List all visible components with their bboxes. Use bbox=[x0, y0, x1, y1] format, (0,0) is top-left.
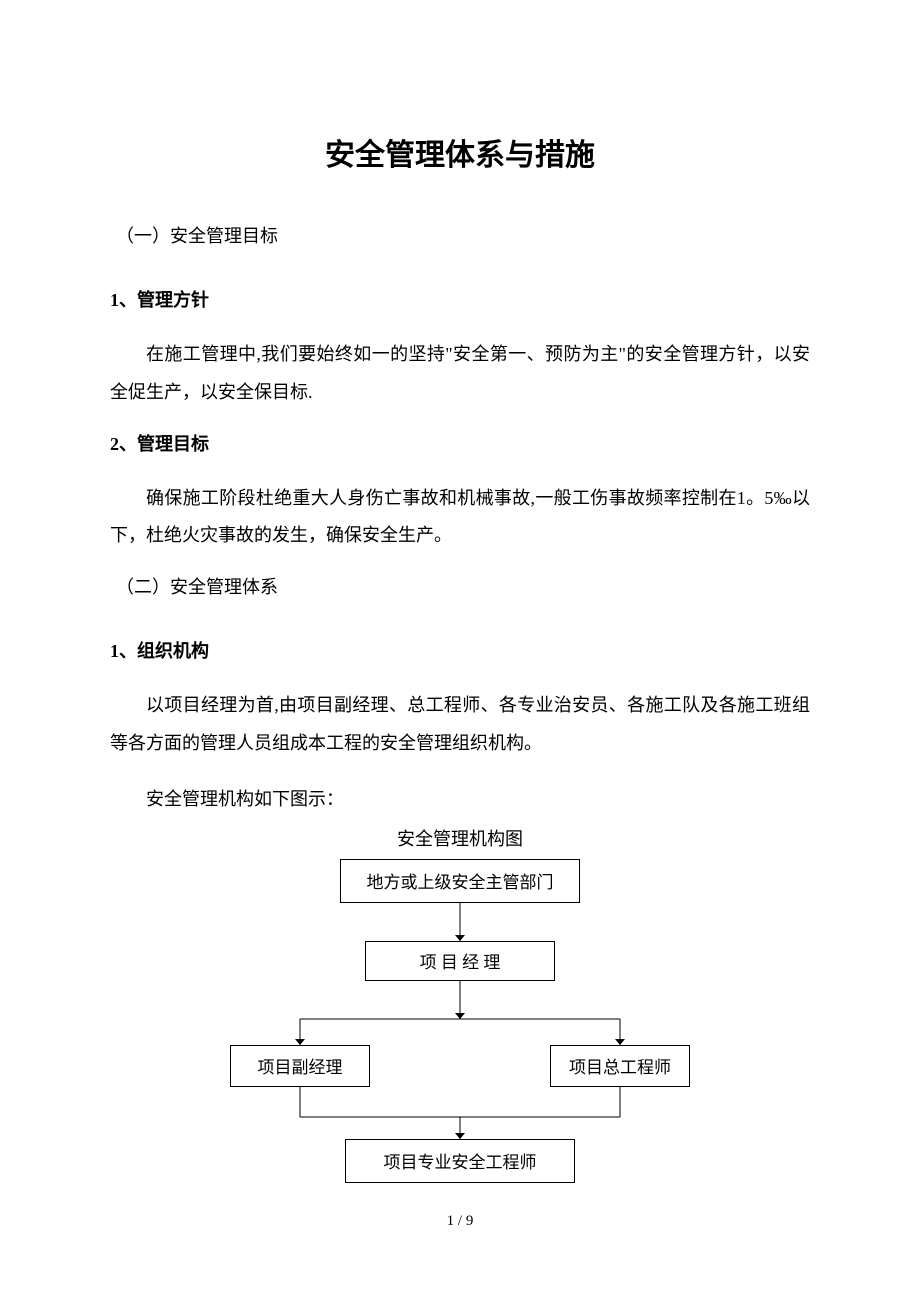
flowchart-node-se: 项目专业安全工程师 bbox=[345, 1139, 575, 1183]
subsection-1-1-heading: 1、管理方针 bbox=[110, 286, 810, 312]
subsection-2-1-heading: 1、组织机构 bbox=[110, 637, 810, 663]
page-title: 安全管理体系与措施 bbox=[110, 130, 810, 174]
document-page: 安全管理体系与措施 （一）安全管理目标 1、管理方针 在施工管理中,我们要始终如… bbox=[0, 0, 920, 1302]
subsection-2-1-body1: 以项目经理为首,由项目副经理、总工程师、各专业治安员、各施工队及各施工班组等各方… bbox=[110, 687, 810, 763]
page-footer: 1 / 9 bbox=[0, 1213, 920, 1230]
org-flowchart: 地方或上级安全主管部门项 目 经 理项目副经理 项目总工程师项目专业安全工程师 bbox=[200, 859, 720, 1189]
subsection-2-1-body2: 安全管理机构如下图示： bbox=[110, 781, 810, 819]
subsection-1-1-body: 在施工管理中,我们要始终如一的坚持"安全第一、预防为主"的安全管理方针，以安全促… bbox=[110, 336, 810, 412]
subsection-1-2-body: 确保施工阶段杜绝重大人身伤亡事故和机械事故,一般工伤事故频率控制在1。5‰以下，… bbox=[110, 480, 810, 556]
flowchart-node-pm: 项 目 经 理 bbox=[365, 941, 555, 981]
flowchart-node-dpm: 项目副经理 bbox=[230, 1045, 370, 1087]
flowchart-caption: 安全管理机构图 bbox=[110, 825, 810, 851]
section-1-heading: （一）安全管理目标 bbox=[116, 222, 810, 248]
subsection-1-2-heading: 2、管理目标 bbox=[110, 430, 810, 456]
section-2-heading: （二）安全管理体系 bbox=[116, 573, 810, 599]
flowchart-node-top: 地方或上级安全主管部门 bbox=[340, 859, 580, 903]
flowchart-node-ce: 项目总工程师 bbox=[550, 1045, 690, 1087]
